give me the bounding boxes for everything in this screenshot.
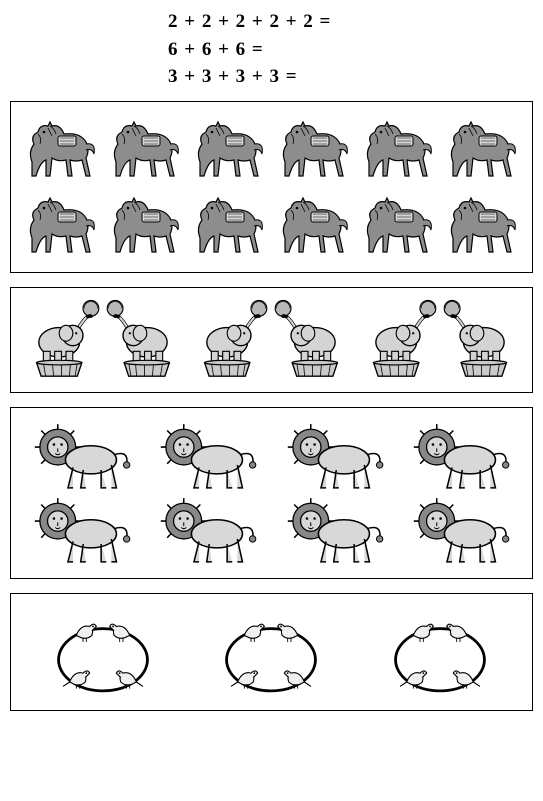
lion-icon xyxy=(27,493,137,567)
panel-birds xyxy=(10,593,533,711)
elephant-pair xyxy=(30,297,176,383)
lion-icon xyxy=(153,493,263,567)
lion-icon xyxy=(280,493,390,567)
lion-icon xyxy=(280,419,390,493)
horse-icon xyxy=(104,187,186,263)
panel-elephants xyxy=(10,287,533,393)
birds-ring-icon xyxy=(365,602,515,702)
elephant-icon xyxy=(198,297,270,383)
lion-icon xyxy=(153,419,263,493)
elephant-icon xyxy=(441,297,513,383)
birds-ring-icon xyxy=(196,602,346,702)
horse-icon xyxy=(188,187,270,263)
lions-row-2 xyxy=(19,493,524,567)
horses-row-2 xyxy=(19,187,524,263)
elephant-icon xyxy=(367,297,439,383)
birds-row xyxy=(19,602,524,702)
birds-ring-icon xyxy=(28,602,178,702)
lions-row-1 xyxy=(19,419,524,493)
elephant-icon xyxy=(104,297,176,383)
panel-lions xyxy=(10,407,533,579)
lion-icon xyxy=(406,419,516,493)
horse-icon xyxy=(357,111,439,187)
horse-icon xyxy=(20,187,102,263)
horses-row-1 xyxy=(19,111,524,187)
lion-icon xyxy=(406,493,516,567)
elephant-icon xyxy=(30,297,102,383)
elephants-row xyxy=(19,297,524,383)
horse-icon xyxy=(273,187,355,263)
horse-icon xyxy=(20,111,102,187)
equations-block: 2 + 2 + 2 + 2 + 2 = 6 + 6 + 6 = 3 + 3 + … xyxy=(0,0,543,101)
equation-3: 3 + 3 + 3 + 3 = xyxy=(168,63,543,91)
horse-icon xyxy=(441,111,523,187)
elephant-pair xyxy=(367,297,513,383)
equation-1: 2 + 2 + 2 + 2 + 2 = xyxy=(168,8,543,36)
horse-icon xyxy=(104,111,186,187)
horse-icon xyxy=(273,111,355,187)
elephant-pair xyxy=(198,297,344,383)
horse-icon xyxy=(441,187,523,263)
panel-horses xyxy=(10,101,533,273)
equation-2: 6 + 6 + 6 = xyxy=(168,36,543,64)
horse-icon xyxy=(188,111,270,187)
horse-icon xyxy=(357,187,439,263)
lion-icon xyxy=(27,419,137,493)
elephant-icon xyxy=(272,297,344,383)
